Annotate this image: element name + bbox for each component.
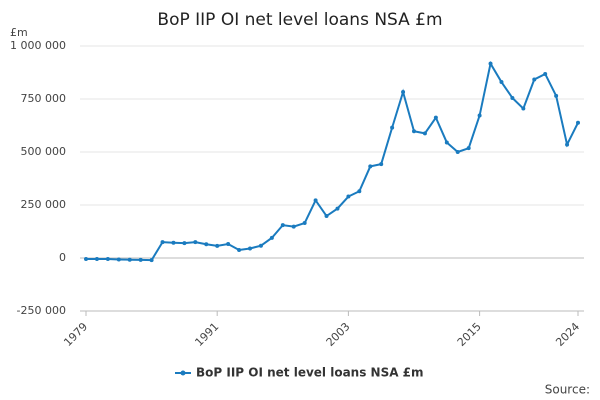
point <box>204 242 209 247</box>
legend-marker <box>180 370 186 376</box>
y-tick-label: -250 000 <box>17 304 66 317</box>
point <box>127 257 132 262</box>
point <box>576 120 580 125</box>
point <box>466 146 471 151</box>
point <box>269 235 274 240</box>
point <box>193 240 198 245</box>
point <box>510 95 515 100</box>
y-tick-label: 1 000 000 <box>10 39 66 52</box>
point <box>84 257 88 262</box>
point <box>237 247 242 252</box>
point <box>565 142 570 147</box>
point <box>455 150 460 154</box>
point <box>116 257 121 262</box>
point <box>94 257 99 262</box>
point <box>390 125 395 130</box>
point <box>280 223 285 228</box>
point <box>444 140 449 145</box>
point <box>532 77 537 82</box>
point <box>412 129 416 134</box>
point <box>138 257 143 262</box>
point <box>488 61 493 66</box>
point <box>302 221 307 226</box>
x-tick-label: 2024 <box>553 320 582 349</box>
chart-title: BoP IIP OI net level loans NSA £m <box>157 10 442 30</box>
legend-label: BoP IIP OI net level loans NSA £m <box>196 366 424 380</box>
y-tick-label: 500 000 <box>21 145 67 158</box>
point <box>105 257 110 262</box>
point <box>215 243 220 248</box>
point <box>324 214 329 219</box>
point <box>357 189 362 194</box>
point <box>477 113 482 118</box>
point <box>422 131 427 136</box>
point <box>258 243 263 248</box>
y-unit: £m <box>10 26 28 39</box>
point <box>433 115 438 120</box>
x-tick-label: 1991 <box>192 320 221 349</box>
y-tick-label: 250 000 <box>21 198 67 211</box>
point <box>171 240 176 245</box>
point <box>543 71 548 76</box>
point <box>521 106 526 111</box>
point <box>346 194 351 199</box>
point <box>379 162 384 167</box>
point <box>226 242 231 247</box>
point <box>368 164 373 169</box>
point <box>499 80 504 85</box>
y-tick-label: 0 <box>59 251 66 264</box>
x-tick-label: 2015 <box>455 320 484 349</box>
point <box>248 246 252 251</box>
point <box>149 258 154 263</box>
x-tick-label: 2003 <box>324 320 353 349</box>
point <box>313 198 318 203</box>
point <box>335 206 340 211</box>
y-tick-label: 750 000 <box>21 92 67 105</box>
x-tick-label: 1979 <box>61 320 90 349</box>
point <box>401 90 406 95</box>
point <box>291 224 296 229</box>
point <box>182 241 187 246</box>
point <box>554 93 559 98</box>
point <box>160 240 165 245</box>
source: Source: <box>545 383 590 397</box>
series-line <box>86 60 579 262</box>
